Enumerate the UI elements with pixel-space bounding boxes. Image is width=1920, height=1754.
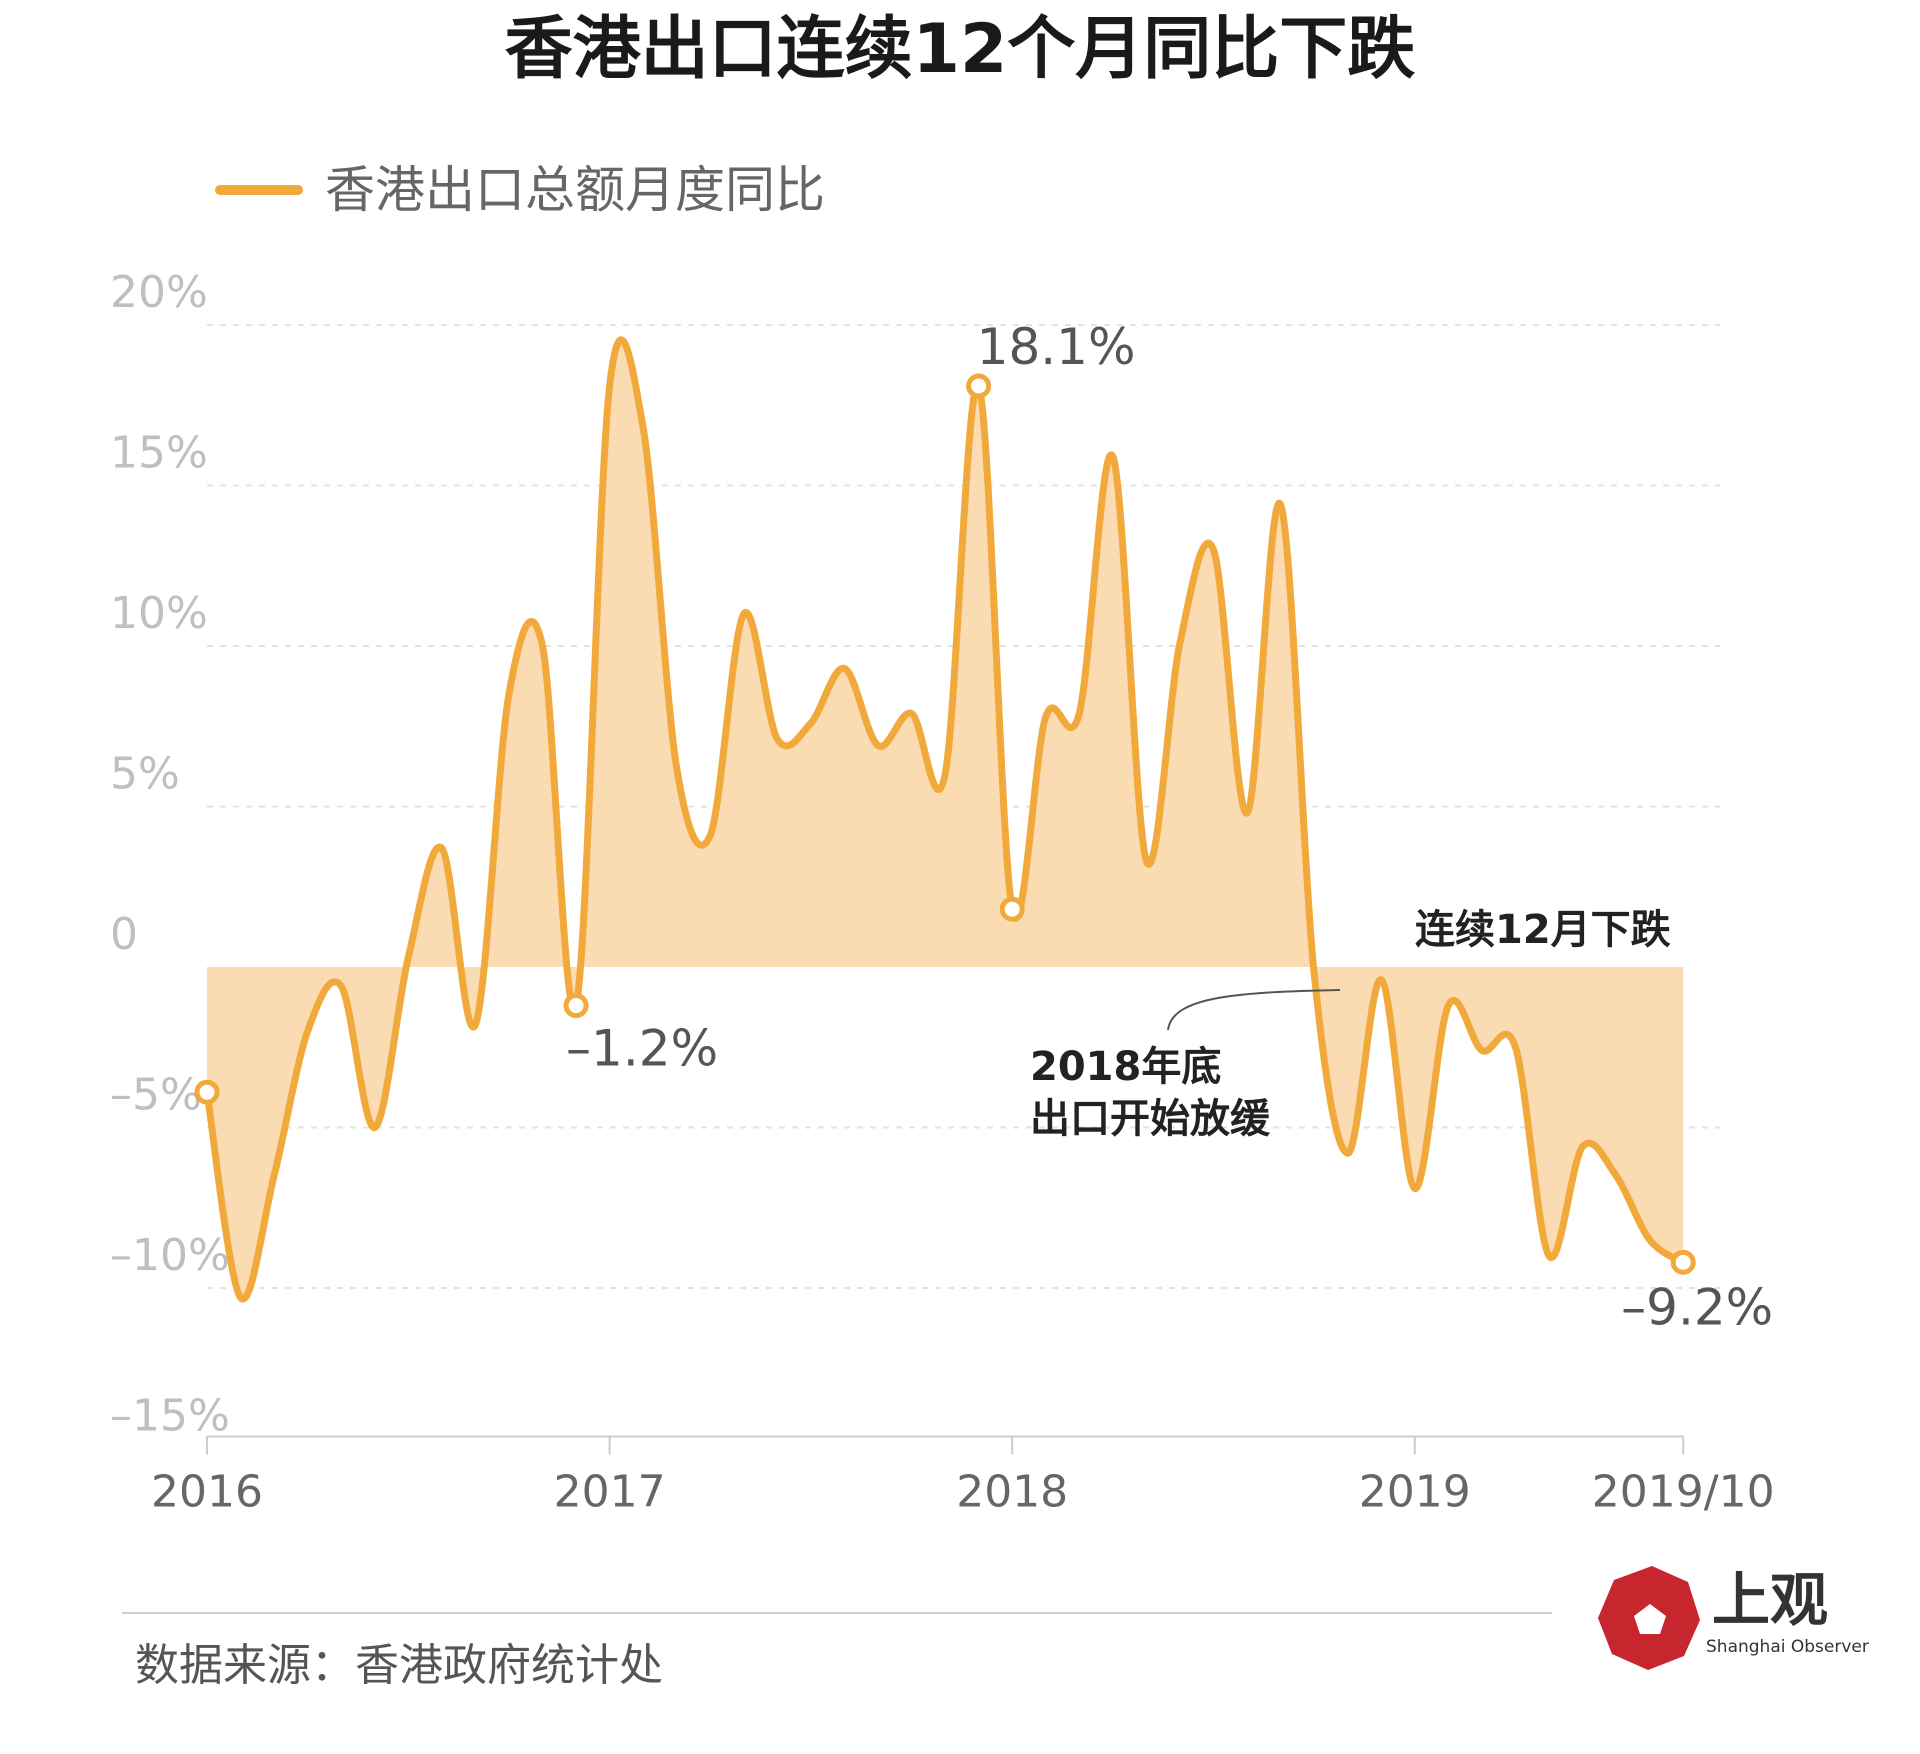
y-tick-label: 15% [110, 428, 208, 479]
x-tick-label: 2019 [1359, 1467, 1471, 1518]
logo-en-text: Shanghai Observer [1706, 1637, 1869, 1657]
x-axis: 2016 2017 2018 2019 2019/10 [151, 1435, 1775, 1518]
annotation-slowdown-line2: 出口开始放缓 [1030, 1096, 1271, 1142]
data-label: –1.2% [566, 1020, 718, 1078]
highlight-points [194, 373, 1696, 1275]
data-point-marker [999, 896, 1025, 922]
y-tick-label: 10% [110, 588, 208, 639]
y-tick-label: 0 [110, 909, 138, 960]
data-point-marker [563, 993, 589, 1019]
x-tick-label: 2018 [956, 1467, 1068, 1518]
logo-cn-text: 上观 [1712, 1566, 1828, 1634]
series-line [203, 336, 1687, 1303]
legend: 香港出口总额月度同比 [215, 161, 825, 219]
y-tick-label: 5% [110, 749, 180, 800]
data-point-marker [1670, 1249, 1696, 1275]
y-axis: 20% 15% 10% 5% 0 –5% –10% –15% [110, 267, 230, 1442]
area-fill [207, 339, 1684, 1300]
annotation-decline: 连续12月下跌 [1415, 907, 1671, 953]
shanghai-observer-logo: 上观 Shanghai Observer [1598, 1566, 1869, 1670]
series-line-path [203, 336, 1687, 1303]
chart-title: 香港出口连续12个月同比下跌 [505, 10, 1416, 89]
annotation-leader-line [1167, 989, 1341, 1031]
x-tick-label: 2017 [554, 1467, 666, 1518]
logo-mark-inner-icon [1634, 1604, 1666, 1634]
y-tick-label: –10% [110, 1230, 230, 1281]
data-labels: –1.2% 18.1% –9.2% [566, 318, 1773, 1336]
x-tick-label: 2019/10 [1592, 1467, 1775, 1518]
y-tick-label: 20% [110, 267, 208, 318]
area-fill-path [207, 339, 1684, 1300]
data-label: 18.1% [977, 318, 1136, 376]
data-point-marker [966, 373, 992, 399]
annotation-slowdown-line1: 2018年底 [1030, 1044, 1221, 1090]
x-tick-label: 2016 [151, 1467, 263, 1518]
annotations: 连续12月下跌 2018年底 出口开始放缓 [1030, 907, 1671, 1142]
legend-label: 香港出口总额月度同比 [325, 161, 825, 219]
data-point-marker [194, 1079, 220, 1105]
y-tick-label: –15% [110, 1391, 230, 1442]
y-tick-label: –5% [110, 1070, 202, 1121]
source-note: 数据来源：香港政府统计处 [135, 1640, 663, 1691]
data-label: –9.2% [1621, 1278, 1773, 1336]
